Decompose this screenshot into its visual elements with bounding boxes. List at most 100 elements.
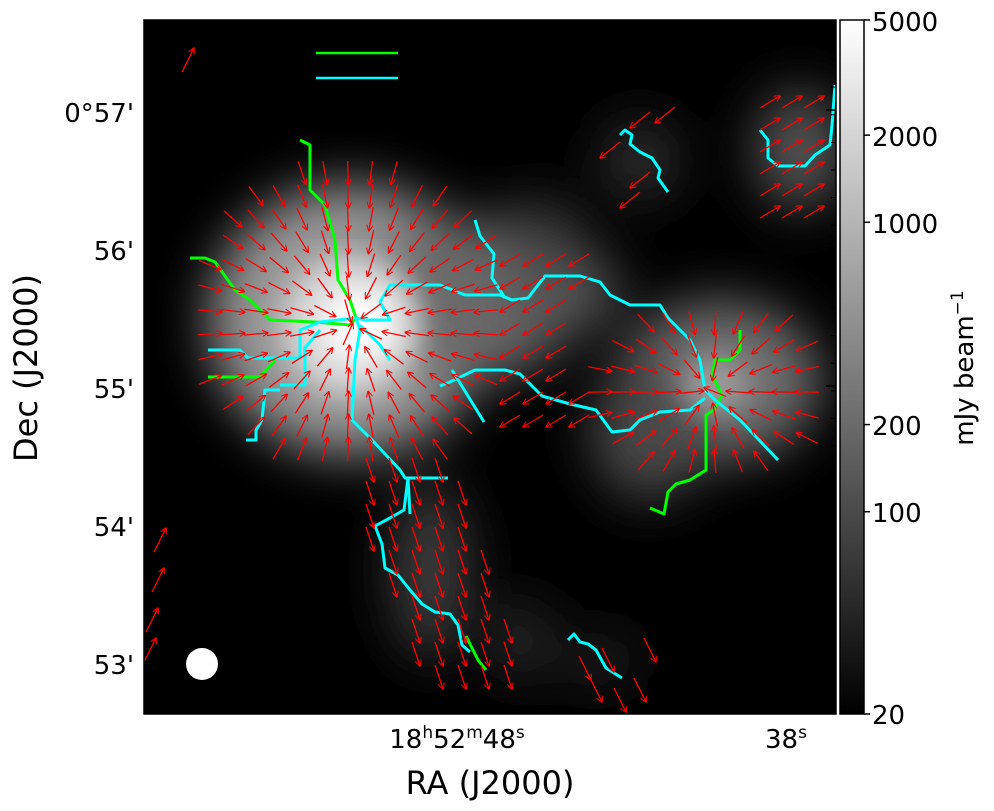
polarization-vector: [773, 411, 796, 420]
intensity-map: [144, 20, 836, 714]
polarization-vector: [383, 306, 406, 315]
polarization-vector: [475, 259, 498, 270]
polarization-vector: [369, 437, 374, 461]
polarization-vector: [630, 171, 651, 188]
polarization-vector: [728, 361, 748, 376]
legend-label-threshold-25: Threshold 25 mJy/beam: [429, 67, 691, 92]
polarization-vector: [523, 299, 544, 312]
x-tick-label-2: 38s: [765, 723, 807, 755]
polarization-vector: [500, 391, 521, 404]
polarization-vector: [342, 323, 353, 346]
legend: Threshold 20-25 mJy/beam Threshold 25 mJ…: [316, 42, 707, 92]
polarization-vector: [749, 392, 774, 393]
polarization-vector: [611, 365, 634, 372]
polarization-vector: [388, 549, 397, 574]
polarization-vector: [411, 618, 420, 643]
filament-green-3: [649, 330, 742, 516]
polarization-vector: [588, 366, 612, 372]
polarization-vector: [360, 329, 383, 340]
polarization-vector: [387, 370, 402, 390]
polarization-vector: [271, 416, 286, 437]
polarization-vector: [433, 439, 448, 460]
polarization-vector: [633, 677, 646, 702]
polarization-vector: [712, 357, 719, 380]
polarization-vector: [296, 438, 307, 461]
polarization-vector: [503, 641, 512, 666]
polarization-vector: [732, 335, 745, 356]
polarization-vector: [434, 549, 443, 574]
polarization-vector: [726, 391, 751, 393]
minor-ticks: [144, 20, 836, 714]
polarization-vector: [223, 210, 242, 227]
polarization-vector: [296, 415, 308, 438]
polarization-vector: [637, 313, 655, 331]
polarization-vector: [759, 118, 780, 131]
polarization-vector: [247, 417, 265, 436]
colorbar: 5000 2000 1000 200 100 20 mJy beam−1: [839, 8, 980, 731]
polarization-vector: [759, 162, 780, 175]
polarization-vector: [348, 414, 349, 439]
filament-cyan-11: [618, 128, 670, 193]
polarization-vector: [348, 183, 349, 208]
polarization-vector: [246, 395, 266, 412]
polarization-vector: [457, 664, 466, 689]
polarization-vector: [428, 333, 453, 335]
polarization-vector: [388, 526, 397, 551]
polarization-vector: [411, 503, 420, 528]
polarization-vector: [611, 412, 634, 419]
polarization-vector: [759, 206, 780, 219]
polarization-vector: [408, 256, 427, 273]
polarization-vector: [407, 281, 428, 294]
legend-label-threshold-20-25: Threshold 20-25 mJy/beam: [409, 42, 707, 67]
polarization-vector: [729, 407, 748, 424]
polarization-vector: [348, 437, 349, 462]
y-axis-label: Dec (J2000): [7, 274, 45, 462]
y-tick-label-4: 54': [94, 513, 134, 543]
polarization-vector: [294, 393, 309, 414]
polarization-vector: [246, 233, 265, 250]
polarization-vector: [451, 354, 475, 361]
y-tick-labels: 0°57' 56' 55' 54' 53': [64, 99, 134, 681]
polarization-vector: [480, 572, 489, 597]
polarization-vector: [795, 412, 819, 419]
polarization-vector: [655, 106, 676, 123]
x-axis-label: RA (J2000): [406, 764, 575, 802]
beam-marker: [186, 648, 218, 680]
polarization-vector: [658, 362, 679, 375]
filament-cyan-10: [406, 477, 412, 515]
polarization-vector: [503, 664, 512, 689]
polarization-vector: [457, 480, 466, 505]
polarization-vector: [434, 618, 443, 643]
polarization-vector: [411, 480, 420, 505]
polarization-vector: [411, 572, 420, 597]
plot-frame: [143, 19, 837, 715]
polarization-vector: [197, 310, 222, 312]
polarization-vector: [347, 345, 350, 369]
polarization-vector: [347, 229, 348, 254]
polarization-vector: [457, 618, 466, 643]
polarization-vector: [612, 432, 633, 445]
polarization-vector: [774, 339, 795, 352]
polarization-vector: [348, 206, 349, 231]
polarization-vector: [684, 405, 699, 426]
polarization-vector: [714, 334, 717, 358]
polarization-vector: [610, 392, 635, 393]
polarization-vector: [390, 438, 399, 461]
polarization-vector: [248, 185, 263, 205]
polarization-vector: [600, 141, 621, 158]
polarization-vector: [474, 333, 499, 335]
polarization-vector: [451, 309, 475, 312]
polarization-vector: [662, 451, 675, 472]
polarization-vector: [750, 363, 773, 373]
polarization-vector: [732, 428, 745, 449]
polarization-vector: [774, 431, 795, 446]
polarization-vector: [634, 364, 658, 372]
polarization-vector: [546, 276, 567, 289]
polarization-vector: [145, 608, 158, 633]
polarization-vector: [411, 595, 420, 620]
polarization-vector: [365, 526, 374, 551]
polarization-vector: [601, 647, 614, 672]
polarization-vector: [734, 450, 744, 473]
filament-cyan-2: [350, 317, 448, 480]
polarization-vector: [390, 207, 400, 230]
